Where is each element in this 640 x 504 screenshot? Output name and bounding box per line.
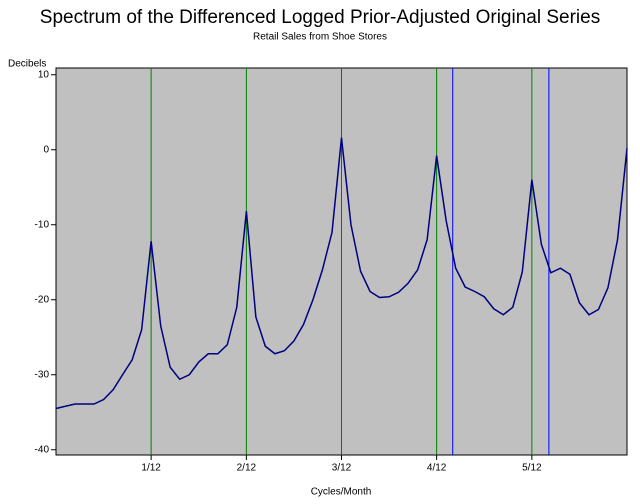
x-axis-label: Cycles/Month [311,487,372,498]
x-tick-label: 5/12 [522,463,542,474]
x-tick-label: 3/12 [332,463,352,474]
y-tick-label: -30 [35,369,50,380]
y-tick-label: -40 [35,444,50,455]
x-tick-label: 2/12 [237,463,257,474]
chart-subtitle: Retail Sales from Shoe Stores [253,32,387,43]
y-tick-label: -20 [35,294,50,305]
y-axis-label: Decibels [8,59,46,70]
y-tick-label: -10 [35,219,50,230]
x-tick-label: 4/12 [427,463,447,474]
chart-title: Spectrum of the Differenced Logged Prior… [40,7,600,28]
x-tick-label: 1/12 [141,463,161,474]
y-tick-label: 0 [43,144,49,155]
spectrum-line [55,137,628,410]
y-tick-label: 10 [38,69,50,80]
